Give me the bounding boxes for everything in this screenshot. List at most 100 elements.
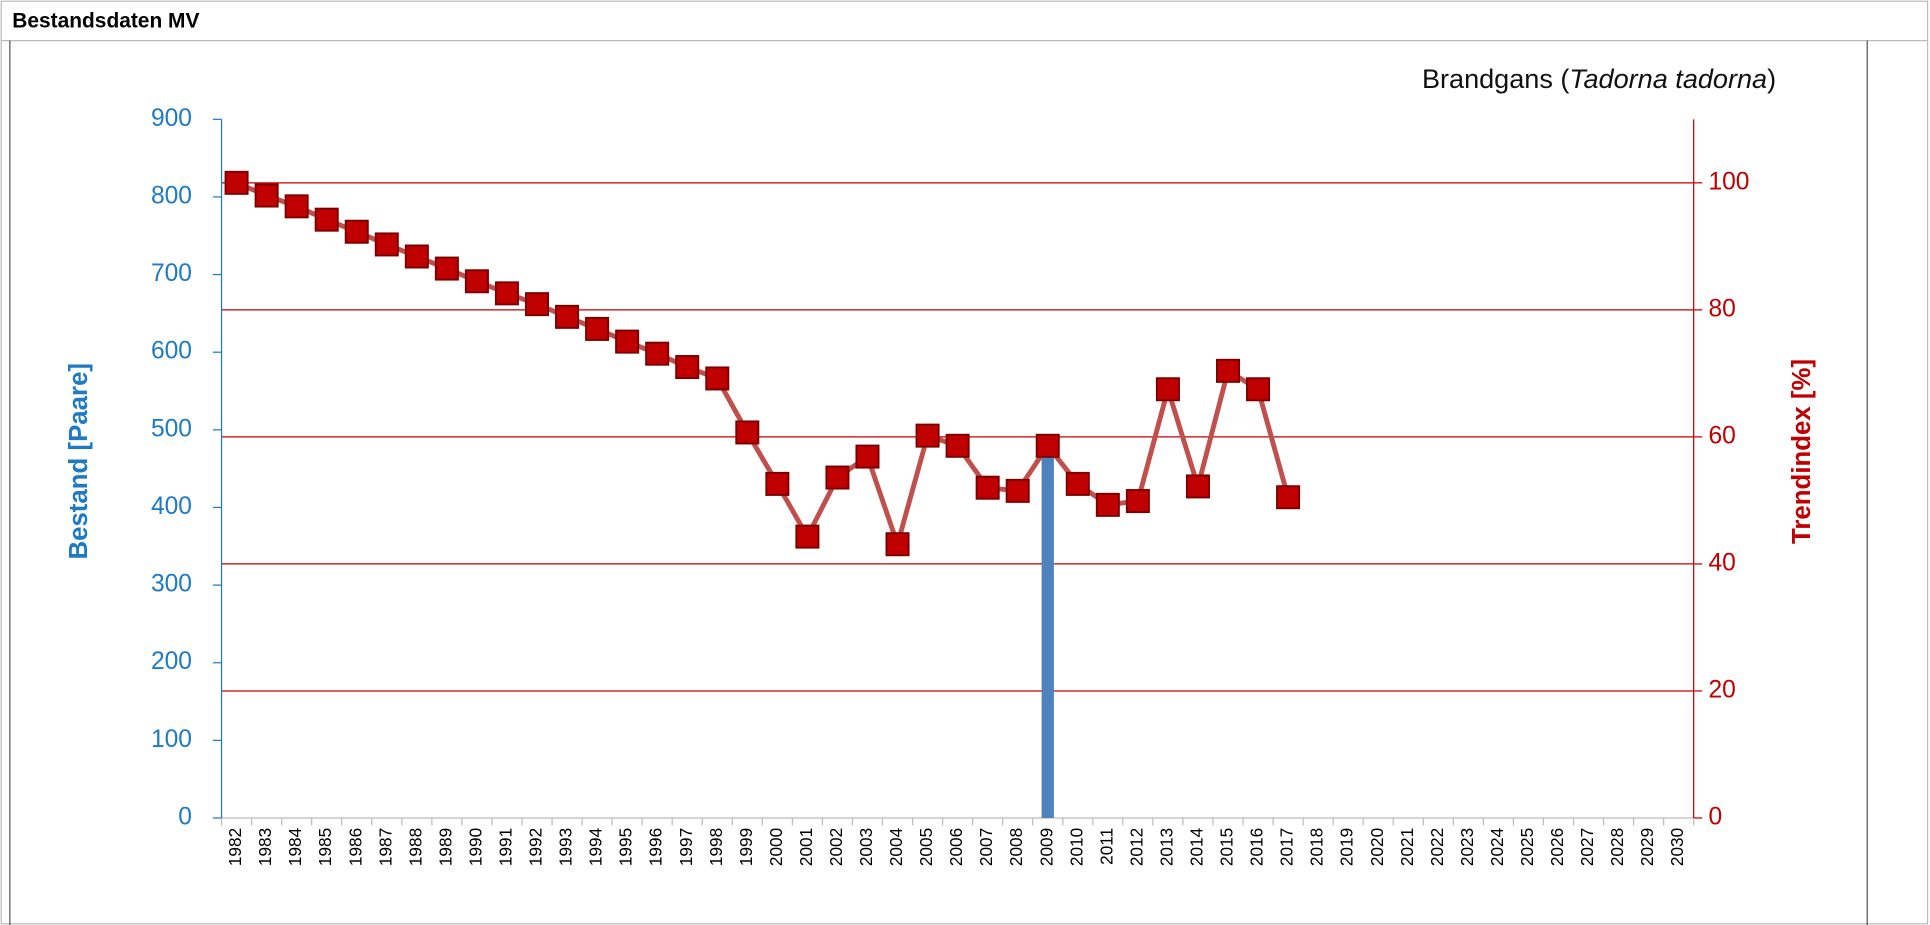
y-tick-label: 200 bbox=[151, 648, 192, 675]
trend-marker bbox=[585, 316, 610, 341]
y2-axis-label: Trendindex [%] bbox=[1788, 359, 1816, 544]
header-title: Bestandsdaten MV bbox=[12, 10, 199, 33]
x-tick-label: 2024 bbox=[1487, 827, 1507, 866]
trend-marker bbox=[434, 256, 459, 281]
y-tick-label: 600 bbox=[151, 338, 192, 365]
trend-marker bbox=[494, 281, 519, 306]
y-tick-label: 700 bbox=[151, 260, 192, 287]
trend-marker bbox=[915, 423, 940, 448]
trend-marker bbox=[525, 292, 550, 317]
title-text: Brandgans ( bbox=[1422, 63, 1569, 94]
x-tick-label: 1999 bbox=[736, 828, 756, 866]
trend-marker bbox=[735, 420, 760, 445]
x-tick-label: 1988 bbox=[405, 828, 425, 866]
x-tick-label: 2006 bbox=[946, 828, 966, 866]
y2-tick-label: 100 bbox=[1708, 168, 1749, 195]
trend-marker bbox=[675, 355, 700, 380]
y-tick-label: 500 bbox=[151, 415, 192, 442]
trend-marker bbox=[464, 269, 489, 294]
trend-marker bbox=[1276, 485, 1301, 510]
x-tick-label: 2005 bbox=[916, 828, 936, 866]
trend-marker bbox=[975, 475, 1000, 500]
x-tick-label: 2000 bbox=[766, 828, 786, 866]
trend-marker bbox=[795, 524, 820, 549]
trend-marker bbox=[314, 207, 339, 232]
x-tick-label: 1997 bbox=[676, 828, 696, 866]
x-tick-label: 1994 bbox=[586, 827, 606, 866]
trend-marker bbox=[344, 219, 369, 244]
x-tick-label: 2007 bbox=[976, 828, 996, 866]
x-tick-label: 1992 bbox=[526, 828, 546, 866]
y2-tick-label: 60 bbox=[1708, 422, 1735, 449]
title-latin: Tadorna tadorna bbox=[1569, 63, 1767, 94]
x-tick-label: 2025 bbox=[1517, 828, 1537, 866]
x-tick-label: 2003 bbox=[856, 828, 876, 866]
x-tick-label: 2023 bbox=[1457, 828, 1477, 866]
bar bbox=[1041, 445, 1054, 818]
x-tick-label: 2001 bbox=[796, 828, 816, 866]
trend-marker bbox=[1155, 377, 1180, 402]
y2-tick-label: 40 bbox=[1708, 549, 1735, 576]
x-tick-label: 1991 bbox=[496, 828, 516, 866]
trend-marker bbox=[555, 304, 580, 329]
y-tick-label: 0 bbox=[178, 803, 192, 830]
x-tick-label: 2017 bbox=[1277, 828, 1297, 866]
title-text-end: ) bbox=[1767, 63, 1776, 94]
x-tick-label: 1984 bbox=[285, 827, 305, 866]
trend-marker bbox=[885, 532, 910, 557]
x-tick-label: 2014 bbox=[1187, 827, 1207, 866]
trend-marker bbox=[374, 232, 399, 257]
x-tick-label: 2010 bbox=[1066, 828, 1086, 866]
y2-tick-label: 20 bbox=[1708, 676, 1735, 703]
x-tick-label: 1995 bbox=[616, 828, 636, 866]
x-tick-label: 2020 bbox=[1367, 828, 1387, 866]
x-tick-label: 1993 bbox=[556, 828, 576, 866]
y2-tick-label: 0 bbox=[1708, 803, 1722, 830]
x-tick-label: 2019 bbox=[1337, 828, 1357, 866]
y2-tick-label: 80 bbox=[1708, 295, 1735, 322]
x-tick-label: 2027 bbox=[1577, 828, 1597, 866]
x-tick-label: 2016 bbox=[1247, 828, 1267, 866]
trend-marker bbox=[1125, 489, 1150, 514]
x-tick-label: 1989 bbox=[435, 828, 455, 866]
trend-marker bbox=[254, 183, 279, 208]
y-tick-label: 300 bbox=[151, 571, 192, 598]
trend-marker bbox=[825, 465, 850, 490]
x-tick-label: 1987 bbox=[375, 828, 395, 866]
x-tick-label: 2026 bbox=[1547, 828, 1567, 866]
x-tick-label: 2018 bbox=[1307, 828, 1327, 866]
y-tick-label: 800 bbox=[151, 182, 192, 209]
x-tick-label: 2021 bbox=[1397, 828, 1417, 866]
trend-marker bbox=[705, 366, 730, 391]
y-tick-label: 900 bbox=[151, 105, 192, 132]
trend-marker bbox=[1035, 433, 1060, 458]
trend-marker bbox=[224, 170, 249, 195]
trend-marker bbox=[1216, 358, 1241, 383]
trend-marker bbox=[284, 194, 309, 219]
y-axis-label: Bestand [Paare] bbox=[65, 363, 93, 560]
trend-marker bbox=[1065, 471, 1090, 496]
x-tick-label: 1982 bbox=[225, 828, 245, 866]
x-tick-label: 1990 bbox=[465, 828, 485, 866]
x-tick-label: 1986 bbox=[345, 828, 365, 866]
trend-marker bbox=[855, 444, 880, 469]
trend-marker bbox=[404, 244, 429, 269]
x-tick-label: 1983 bbox=[255, 828, 275, 866]
trend-marker bbox=[1095, 492, 1120, 517]
x-tick-label: 2029 bbox=[1637, 828, 1657, 866]
x-tick-label: 2022 bbox=[1427, 828, 1447, 866]
x-tick-label: 2004 bbox=[886, 827, 906, 866]
x-tick-label: 1998 bbox=[706, 828, 726, 866]
y-tick-label: 100 bbox=[151, 726, 192, 753]
x-tick-label: 2030 bbox=[1667, 828, 1687, 866]
trend-marker bbox=[765, 471, 790, 496]
trend-marker bbox=[645, 341, 670, 366]
x-tick-label: 2011 bbox=[1096, 828, 1116, 865]
x-tick-label: 1985 bbox=[315, 828, 335, 866]
x-tick-label: 2028 bbox=[1607, 828, 1627, 866]
trend-marker bbox=[1005, 478, 1030, 503]
trend-marker bbox=[1185, 474, 1210, 499]
trend-marker bbox=[1246, 377, 1271, 402]
